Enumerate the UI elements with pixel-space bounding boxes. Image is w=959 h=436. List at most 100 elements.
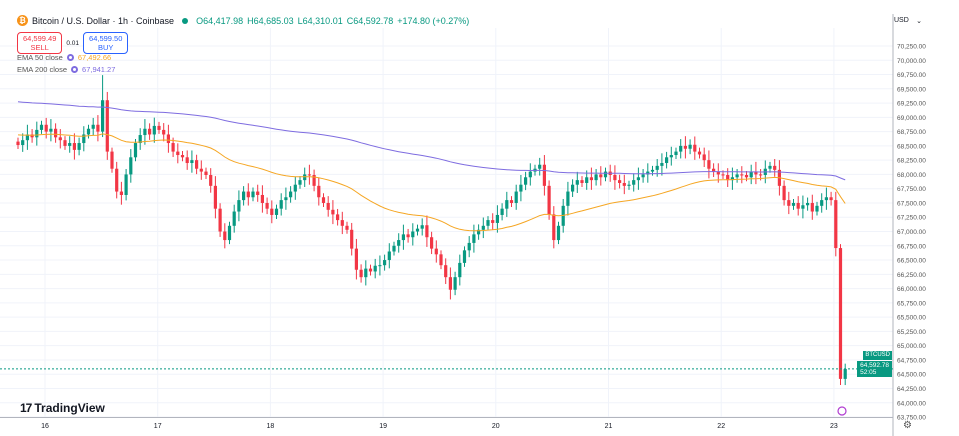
candle-down <box>702 154 706 161</box>
candle-down <box>223 231 227 241</box>
candle-up <box>274 208 279 215</box>
gear-icon[interactable]: ⚙ <box>903 420 912 431</box>
price-tick-label: 63,750.00 <box>897 415 926 422</box>
candle-up <box>636 177 640 181</box>
price-tick-label: 67,000.00 <box>897 229 926 236</box>
candle-up <box>486 220 490 226</box>
candle-up <box>378 265 382 267</box>
candle-down <box>552 214 556 241</box>
price-tick-label: 69,500.00 <box>897 86 926 93</box>
candle-down <box>96 124 100 132</box>
candle-down <box>368 268 373 272</box>
candle-down <box>759 174 763 176</box>
candle-down <box>439 254 443 266</box>
buy-price: 64,599.50 <box>89 34 123 43</box>
candle-up <box>293 184 297 192</box>
candle-down <box>265 202 269 209</box>
indicator-label: EMA 200 close <box>17 65 68 74</box>
sell-price: 64,599.49 <box>23 34 57 43</box>
candle-down <box>834 200 838 249</box>
candle-down <box>838 248 843 379</box>
candle-up <box>152 125 156 135</box>
candle-up <box>82 134 86 144</box>
symbol-tag: BTCUSD <box>863 351 892 360</box>
price-tick-label: 66,000.00 <box>897 286 926 293</box>
candle-up <box>519 184 523 192</box>
price-tick-label: 68,000.00 <box>897 172 926 179</box>
candle-down <box>209 175 213 186</box>
candle-down <box>312 175 316 186</box>
bar-countdown: 52:05 <box>860 369 877 376</box>
candle-down <box>773 165 777 170</box>
candle-up <box>514 191 518 203</box>
logo-text: TradingView <box>34 401 105 415</box>
indicator-ema50[interactable]: EMA 50 close 67,492.66 <box>17 53 111 62</box>
candle-down <box>326 202 330 210</box>
ohlc-change: +174.80 (+0.27%) <box>397 15 470 26</box>
candle-up <box>472 234 476 243</box>
current-price-tag: BTCUSD 64,592.78 52:05 <box>857 351 892 377</box>
candle-down <box>683 145 687 149</box>
ema50-line <box>17 133 846 232</box>
candle-up <box>21 140 25 146</box>
candle-up <box>86 128 91 135</box>
candle-up <box>298 180 302 185</box>
candle-up <box>39 124 44 130</box>
indicator-ema200[interactable]: EMA 200 close 67,941.27 <box>17 65 115 74</box>
candle-up <box>124 174 128 195</box>
price-tick-label: 70,000.00 <box>897 58 926 65</box>
candle-up <box>575 180 579 185</box>
buy-button[interactable]: 64,599.50 BUY <box>83 32 129 54</box>
candle-up <box>627 184 631 186</box>
candle-up <box>824 197 828 201</box>
candle-down <box>509 200 514 203</box>
candle-down <box>350 229 354 249</box>
symbol-title[interactable]: Bitcoin / U.S. Dollar · 1h · Coinbase <box>32 15 175 26</box>
candle-down <box>148 128 152 135</box>
candle-down <box>622 182 626 186</box>
currency-label: USD <box>894 17 909 24</box>
ohlc-low: L64,310.01 <box>297 15 343 26</box>
candle-up <box>138 135 142 144</box>
last-price: 64,592.78 <box>860 362 889 369</box>
candle-down <box>434 248 438 255</box>
candle-up <box>49 128 53 132</box>
price-tick-label: 64,250.00 <box>897 386 926 393</box>
candle-up <box>481 225 485 230</box>
candle-up <box>101 100 105 132</box>
candle-down <box>119 191 123 195</box>
candle-down <box>58 137 62 141</box>
candle-up <box>768 165 772 169</box>
candle-down <box>444 265 448 278</box>
candle-up <box>843 368 847 379</box>
candle-down <box>157 125 161 130</box>
tradingview-logo[interactable]: 17 TradingView <box>20 401 105 415</box>
candle-down <box>754 171 758 175</box>
candle-up <box>749 171 753 178</box>
sell-button[interactable]: 64,599.49 SELL <box>17 32 63 54</box>
candle-down <box>256 191 260 195</box>
candle-up <box>679 145 683 152</box>
price-tick-label: 66,750.00 <box>897 243 926 250</box>
chevron-down-icon: ⌄ <box>916 18 922 25</box>
candle-up <box>660 163 664 166</box>
candle-down <box>345 225 349 230</box>
indicator-settings-icon[interactable] <box>71 66 79 73</box>
candle-up <box>730 177 734 181</box>
candle-down <box>721 174 725 176</box>
candle-down <box>359 269 363 278</box>
candle-down <box>72 143 76 150</box>
price-tick-label: 69,750.00 <box>897 72 926 79</box>
candle-up <box>383 260 387 266</box>
candle-down <box>171 143 175 152</box>
grid <box>0 14 894 436</box>
candle-down <box>448 277 452 290</box>
candle-up <box>251 191 255 198</box>
candle-down <box>260 194 264 203</box>
candle-down <box>331 209 335 215</box>
candle-down <box>693 144 697 152</box>
currency-selector[interactable]: USD ⌄ <box>894 17 922 25</box>
candle-down <box>697 151 702 155</box>
indicator-settings-icon[interactable] <box>66 54 74 61</box>
